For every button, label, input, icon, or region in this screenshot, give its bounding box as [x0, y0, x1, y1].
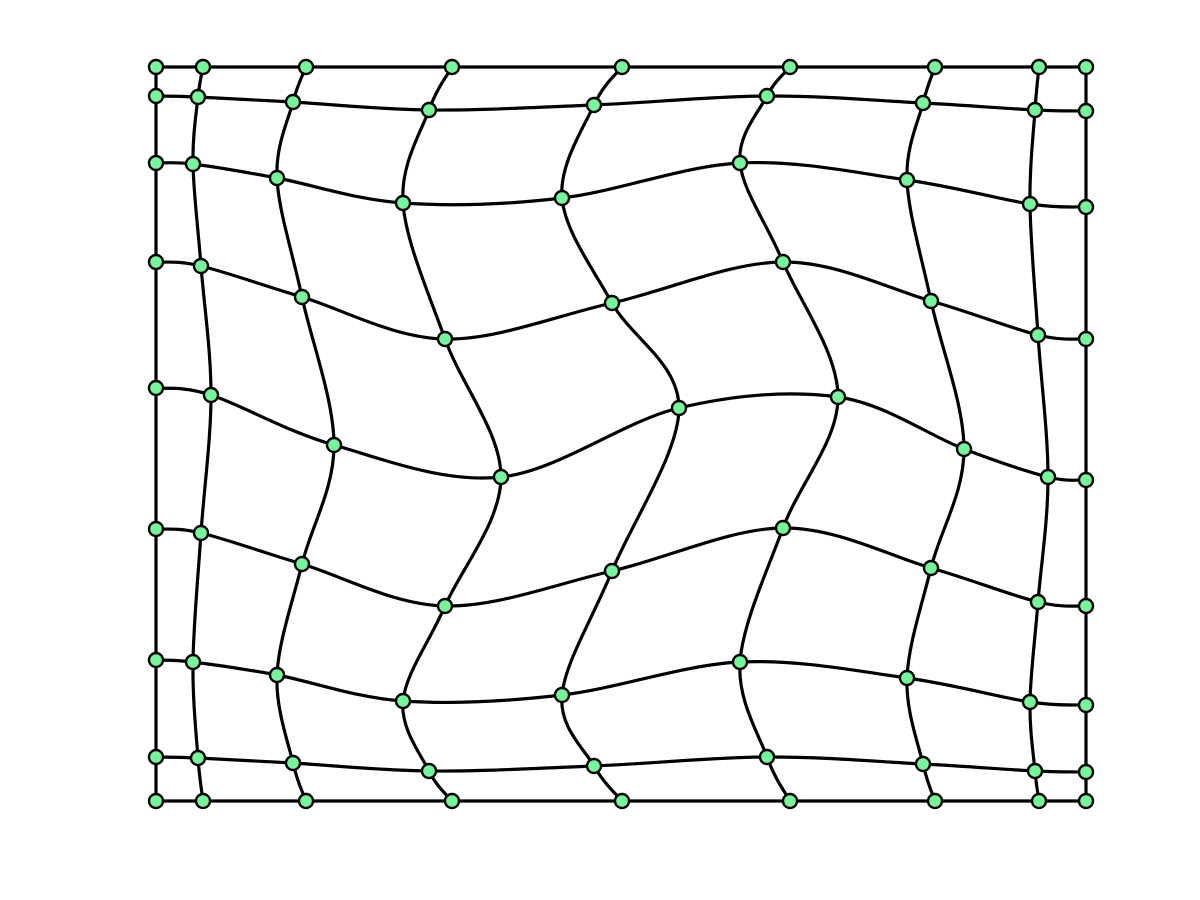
grid-node-r4-c5 — [829, 388, 847, 406]
grid-node-r7-c2 — [284, 754, 302, 772]
grid-node-r0-c8 — [1077, 58, 1095, 76]
grid-node-r5-c3 — [436, 597, 454, 615]
grid-node-r6-c1 — [184, 653, 202, 671]
grid-node-r4-c6 — [955, 440, 973, 458]
grid-node-r8-c0 — [147, 792, 165, 810]
grid-node-r1-c1 — [189, 88, 207, 106]
grid-node-r8-c1 — [194, 792, 212, 810]
grid-node-r7-c7 — [1026, 762, 1044, 780]
grid-node-r3-c8 — [1077, 330, 1095, 348]
grid-node-r2-c4 — [553, 189, 571, 207]
grid-node-r0-c7 — [1030, 58, 1048, 76]
grid-node-r6-c4 — [553, 686, 571, 704]
grid-node-r8-c3 — [443, 792, 461, 810]
grid-node-r5-c8 — [1077, 597, 1095, 615]
grid-node-r6-c6 — [898, 669, 916, 687]
grid-node-r6-c2 — [268, 666, 286, 684]
grid-node-r2-c8 — [1077, 198, 1095, 216]
grid-node-r3-c2 — [293, 288, 311, 306]
grid-node-r4-c4 — [670, 399, 688, 417]
grid-node-r8-c7 — [1030, 792, 1048, 810]
grid-node-r7-c8 — [1077, 763, 1095, 781]
grid-node-r6-c7 — [1021, 693, 1039, 711]
grid-nodes — [147, 58, 1095, 810]
grid-node-r7-c5 — [758, 748, 776, 766]
grid-node-r4-c0 — [147, 379, 165, 397]
grid-node-r1-c5 — [758, 87, 776, 105]
grid-node-r0-c4 — [613, 58, 631, 76]
grid-node-r0-c6 — [926, 58, 944, 76]
grid-node-r0-c3 — [443, 58, 461, 76]
grid-node-r1-c4 — [585, 96, 603, 114]
grid-node-r4-c3 — [492, 468, 510, 486]
grid-node-r8-c6 — [926, 792, 944, 810]
grid-node-r2-c1 — [184, 155, 202, 173]
grid-node-r0-c2 — [297, 58, 315, 76]
grid-node-r3-c0 — [147, 253, 165, 271]
grid-node-r3-c7 — [1029, 326, 1047, 344]
grid-node-r7-c6 — [914, 755, 932, 773]
grid-node-r0-c1 — [194, 58, 212, 76]
grid-node-r1-c8 — [1077, 102, 1095, 120]
grid-node-r4-c1 — [202, 386, 220, 404]
grid-node-r2-c2 — [268, 169, 286, 187]
grid-node-r2-c7 — [1021, 195, 1039, 213]
grid-node-r3-c1 — [192, 257, 210, 275]
grid-node-r5-c1 — [192, 524, 210, 542]
grid-row-line-2 — [154, 160, 1088, 209]
grid-node-r2-c0 — [147, 154, 165, 172]
grid-node-r7-c1 — [189, 749, 207, 767]
grid-node-r1-c2 — [284, 93, 302, 111]
grid-node-r7-c0 — [147, 748, 165, 766]
grid-node-r3-c6 — [922, 292, 940, 310]
grid-node-r2-c3 — [394, 194, 412, 212]
grid-node-r8-c2 — [297, 792, 315, 810]
grid-node-r3-c3 — [436, 330, 454, 348]
grid-row-line-4 — [154, 386, 1088, 482]
grid-node-r0-c0 — [147, 58, 165, 76]
grid-node-r3-c5 — [774, 253, 792, 271]
grid-node-r4-c2 — [325, 436, 343, 454]
grid-node-r7-c3 — [420, 762, 438, 780]
grid-node-r4-c8 — [1077, 471, 1095, 489]
grid-node-r1-c0 — [147, 87, 165, 105]
grid-node-r2-c6 — [898, 171, 916, 189]
grid-node-r8-c4 — [613, 792, 631, 810]
grid-node-r8-c5 — [781, 792, 799, 810]
grid-node-r1-c6 — [914, 94, 932, 112]
grid-row-line-6 — [154, 658, 1088, 707]
grid-node-r5-c5 — [774, 519, 792, 537]
grid-node-r5-c6 — [922, 559, 940, 577]
grid-node-r6-c8 — [1077, 696, 1095, 714]
grid-node-r4-c7 — [1039, 468, 1057, 486]
grid-node-r6-c5 — [731, 653, 749, 671]
grid-node-r7-c4 — [585, 757, 603, 775]
grid-node-r0-c5 — [781, 58, 799, 76]
grid-node-r5-c4 — [603, 562, 621, 580]
grid-node-r5-c2 — [293, 555, 311, 573]
grid-node-r6-c0 — [147, 651, 165, 669]
grid-node-r2-c5 — [731, 154, 749, 172]
grid-node-r5-c7 — [1029, 593, 1047, 611]
grid-node-r6-c3 — [394, 692, 412, 710]
grid-node-r3-c4 — [603, 294, 621, 312]
grid-node-r5-c0 — [147, 520, 165, 538]
grid-node-r1-c3 — [420, 101, 438, 119]
grid-node-r1-c7 — [1026, 101, 1044, 119]
grid-node-r8-c8 — [1077, 792, 1095, 810]
